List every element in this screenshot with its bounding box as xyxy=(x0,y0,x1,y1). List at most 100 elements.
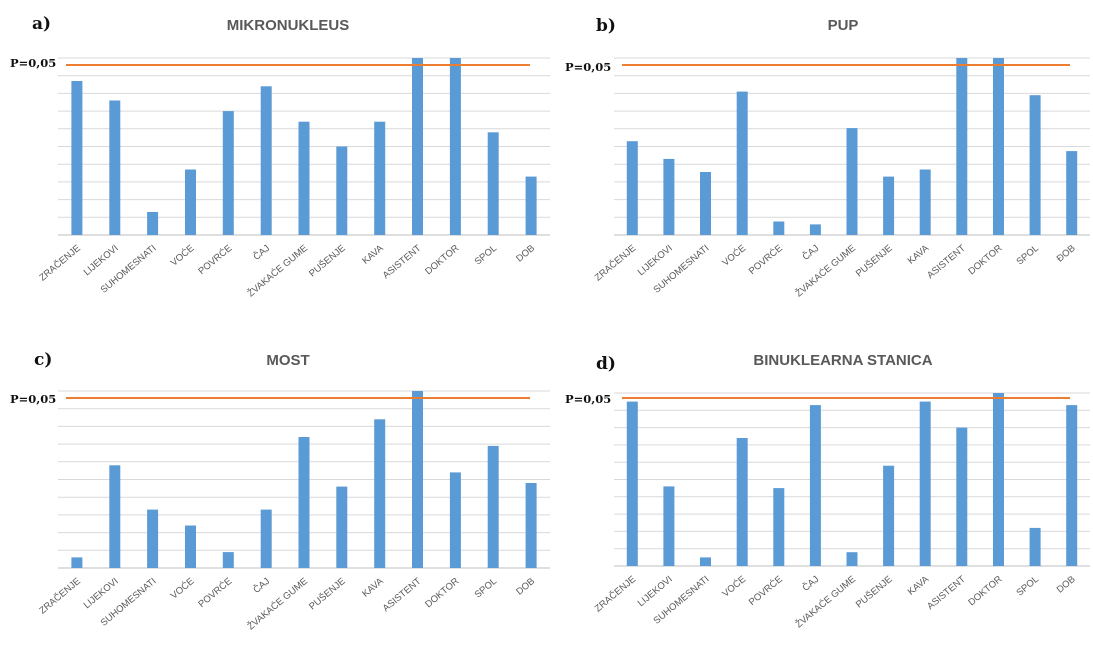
bar xyxy=(846,128,858,235)
bar xyxy=(298,437,310,568)
panel-letter: c) xyxy=(34,350,52,370)
x-tick-label: ZRAČENJE xyxy=(593,243,638,284)
bar xyxy=(700,172,711,235)
bar xyxy=(71,557,83,568)
x-tick-label: SPOL xyxy=(473,576,499,601)
x-tick-label: ČAJ xyxy=(251,576,272,596)
x-tick-label: PUŠENJE xyxy=(854,243,895,280)
x-tick-label: DOKTOR xyxy=(966,574,1004,609)
threshold-label: P=0,05 xyxy=(10,56,56,70)
bar xyxy=(109,465,121,568)
x-tick-label: ASISTENT xyxy=(925,243,968,281)
x-tick-label: ASISTENT xyxy=(925,574,968,612)
bar xyxy=(663,486,675,566)
x-tick-label: POVRĆE xyxy=(196,576,234,610)
bar xyxy=(1066,151,1078,235)
x-tick-label: SPOL xyxy=(1015,243,1041,268)
bar xyxy=(336,486,348,568)
bar xyxy=(883,176,895,235)
chart-panel-most: c) MOST P=0,05 ZRAČENJELIJEKOVISUHOMESNA… xyxy=(10,350,550,632)
x-tick-label: DOB xyxy=(514,243,537,265)
bar xyxy=(919,401,931,566)
bar xyxy=(1029,95,1041,235)
x-tick-label: VOĆE xyxy=(169,243,197,269)
threshold-label: P=0,05 xyxy=(565,60,611,74)
bar xyxy=(736,438,748,566)
chart-panel-binuklearna-stanica: d) BINUKLEARNA STANICA P=0,05 ZRAČENJELI… xyxy=(565,352,1090,630)
bar xyxy=(260,509,272,568)
chart-title: MIKRONUKLEUS xyxy=(227,17,350,34)
x-tick-label: PUŠENJE xyxy=(307,243,348,280)
chart-title: BINUKLEARNA STANICA xyxy=(753,352,932,369)
bar xyxy=(626,401,638,566)
x-tick-label: DOB xyxy=(1055,574,1078,596)
bar xyxy=(956,58,968,235)
x-tick-label: SPOL xyxy=(473,243,499,268)
bar xyxy=(993,393,1004,566)
x-tick-label: PUŠENJE xyxy=(854,574,895,611)
bar xyxy=(374,121,386,235)
x-tick-label: KAVA xyxy=(360,575,386,599)
bar xyxy=(809,405,821,566)
bar xyxy=(449,58,461,235)
bar xyxy=(336,146,348,235)
bar xyxy=(525,483,537,568)
bar xyxy=(809,224,821,235)
threshold-label: P=0,05 xyxy=(565,392,611,406)
bar xyxy=(525,176,537,235)
bar xyxy=(185,169,196,235)
x-tick-label: DOKTOR xyxy=(423,243,461,278)
bar xyxy=(1066,405,1078,566)
x-tick-label: POVRĆE xyxy=(196,243,234,277)
bar xyxy=(773,488,785,566)
x-tick-label: ASISTENT xyxy=(381,243,424,281)
threshold-label: P=0,05 xyxy=(10,392,56,406)
bar xyxy=(71,81,83,235)
x-tick-label: ZRAČENJE xyxy=(593,574,638,615)
chart-panel-pup: b) PUP P=0,05 ZRAČENJELIJEKOVISUHOMESNAT… xyxy=(565,16,1090,299)
x-tick-label: ČAJ xyxy=(251,243,272,263)
x-tick-label: ASISTENT xyxy=(381,576,424,614)
bar xyxy=(374,419,386,568)
bar xyxy=(883,465,895,566)
bar xyxy=(956,427,968,566)
bar xyxy=(260,86,272,235)
bar xyxy=(147,509,159,568)
panel-letter: b) xyxy=(596,16,616,36)
bar xyxy=(919,169,931,235)
panel-letter: d) xyxy=(596,354,616,374)
bar xyxy=(993,58,1004,235)
x-tick-label: KAVA xyxy=(360,242,386,266)
x-tick-label: KAVA xyxy=(906,242,932,266)
chart-panel-mikronukleus: a) MIKRONUKLEUS P=0,05 ZRAČENJELIJEKOVIS… xyxy=(10,14,550,299)
x-tick-label: POVRĆE xyxy=(747,243,785,277)
bar xyxy=(700,557,711,566)
bar xyxy=(487,445,499,568)
bar xyxy=(1029,527,1041,566)
bar xyxy=(412,58,423,235)
panel-letter: a) xyxy=(32,14,51,34)
x-tick-label: ČAJ xyxy=(801,243,822,263)
x-tick-label: ČAJ xyxy=(801,574,822,594)
x-tick-label: ZRAČENJE xyxy=(37,576,82,617)
x-tick-label: PUŠENJE xyxy=(307,576,348,613)
bar xyxy=(663,158,675,235)
bar xyxy=(298,121,310,235)
bar xyxy=(736,91,748,235)
bar xyxy=(109,100,121,235)
chart-title: MOST xyxy=(266,352,309,369)
bar xyxy=(773,221,785,235)
bar xyxy=(185,525,196,568)
chart-title: PUP xyxy=(828,17,859,34)
bar xyxy=(222,111,234,235)
x-tick-label: VOĆE xyxy=(720,243,748,269)
bar xyxy=(846,552,858,566)
x-tick-label: DOKTOR xyxy=(423,576,461,611)
x-tick-label: DOKTOR xyxy=(966,243,1004,278)
x-tick-label: DOB xyxy=(514,576,537,598)
x-tick-label: ZRAČENJE xyxy=(37,243,82,284)
bar xyxy=(449,472,461,568)
bar xyxy=(222,552,234,568)
x-tick-label: SPOL xyxy=(1015,574,1041,599)
